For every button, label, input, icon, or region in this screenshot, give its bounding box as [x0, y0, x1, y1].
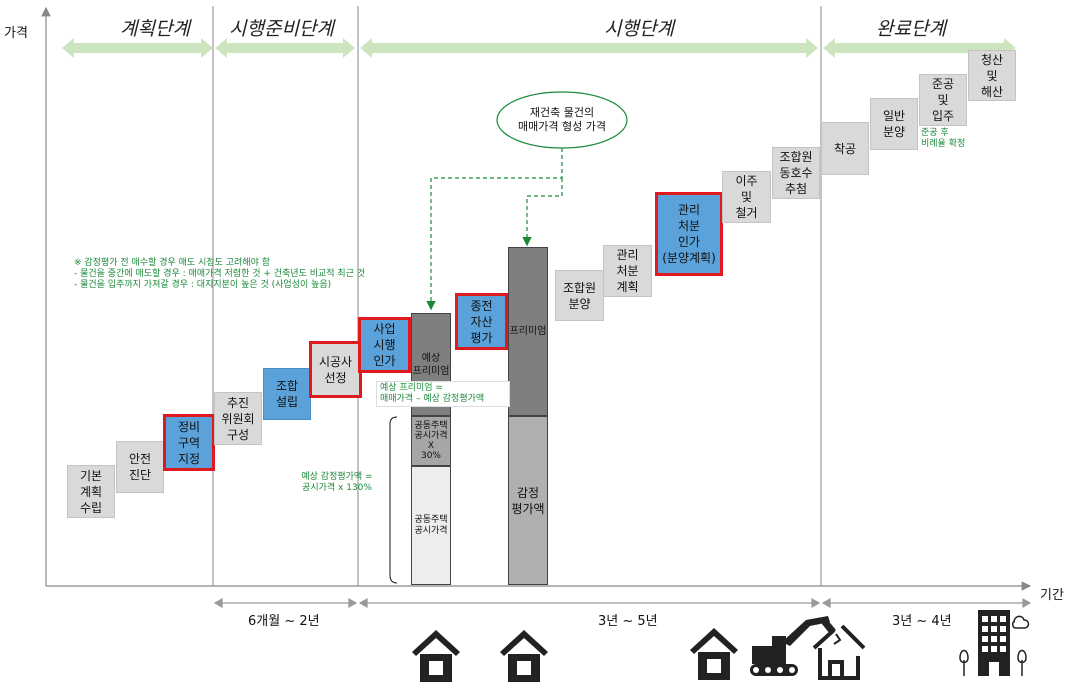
stage-arrow-preparation: [215, 38, 355, 58]
bar1-mid: 공동주택 공시가격 X 30%: [411, 416, 451, 466]
caution-note: ※ 감정평가 전 매수할 경우 매도 시점도 고려해야 함 - 물건을 중간에 …: [74, 258, 366, 290]
step-committee: 추진 위원회 구성: [214, 392, 262, 445]
house-icon: [690, 628, 738, 680]
appraisal-formula: 예상 감정평가액 = 공시가격 x 130%: [301, 472, 373, 493]
step-union-formation: 조합 설립: [263, 368, 311, 420]
y-axis-label: 가격: [4, 26, 28, 41]
stage-completion: 완료단계: [876, 18, 946, 40]
demolished-house-icon: [812, 624, 866, 680]
period-arrows: [213, 597, 1032, 609]
step-completion-move-in: 준공 및 입주: [919, 74, 967, 126]
step-basic-plan: 기본 계획 수립: [67, 465, 115, 518]
step-member-sale: 조합원 분양: [555, 270, 604, 321]
stage-dividers: [212, 6, 822, 586]
stage-arrow-planning: [62, 38, 213, 58]
bar1-bottom: 공동주택 공시가격: [411, 466, 451, 585]
step-disposal-approval: 관리 처분 인가 (분양계획): [655, 192, 723, 276]
period-preparation: 6개월 ~ 2년: [248, 614, 320, 629]
stage-planning: 계획단계: [120, 18, 190, 40]
step-relocation: 이주 및 철거: [722, 171, 771, 223]
premium-formula: 예상 프리미엄 = 매매가격 – 예상 감정평가액: [376, 381, 510, 407]
house-icon: [500, 630, 548, 682]
excavator-icon: [750, 616, 836, 676]
step-general-sale: 일반 분양: [870, 98, 918, 150]
x-axis-label: 기간: [1040, 588, 1064, 603]
step-zone-designation: 정비 구역 지정: [163, 414, 215, 471]
stage-execution: 시행단계: [604, 18, 674, 40]
stage-preparation: 시행준비단계: [229, 18, 334, 40]
stage-arrows: [62, 38, 1016, 58]
step-liquidation: 청산 및 해산: [968, 50, 1016, 101]
step-safety-check: 안전 진단: [116, 441, 164, 493]
bar2-appraisal: 감정 평가액: [508, 416, 548, 585]
stage-arrow-completion: [823, 38, 1016, 58]
step-groundbreaking: 착공: [821, 122, 869, 175]
stage-arrow-execution: [360, 38, 818, 58]
dashed-connectors: [426, 148, 563, 311]
step-asset-valuation: 종전 자산 평가: [455, 293, 508, 350]
step-project-approval: 사업 시행 인가: [358, 317, 411, 373]
bubble-text: 재건축 물건의 매매가격 형성 가격: [518, 106, 606, 133]
period-completion: 3년 ~ 4년: [892, 614, 952, 629]
step-disposal-plan: 관리 처분 계획: [603, 245, 652, 297]
apartment-building-icon: [959, 610, 1030, 676]
house-icon: [412, 630, 460, 682]
period-execution: 3년 ~ 5년: [598, 614, 658, 629]
step-unit-lottery: 조합원 동호수 추첨: [772, 147, 820, 199]
bracket: [389, 416, 398, 584]
step-contractor: 시공사 선정: [309, 341, 362, 398]
bar2-premium: 프리미엄: [508, 247, 548, 416]
completion-note: 준공 후 비례율 확정: [921, 128, 966, 149]
